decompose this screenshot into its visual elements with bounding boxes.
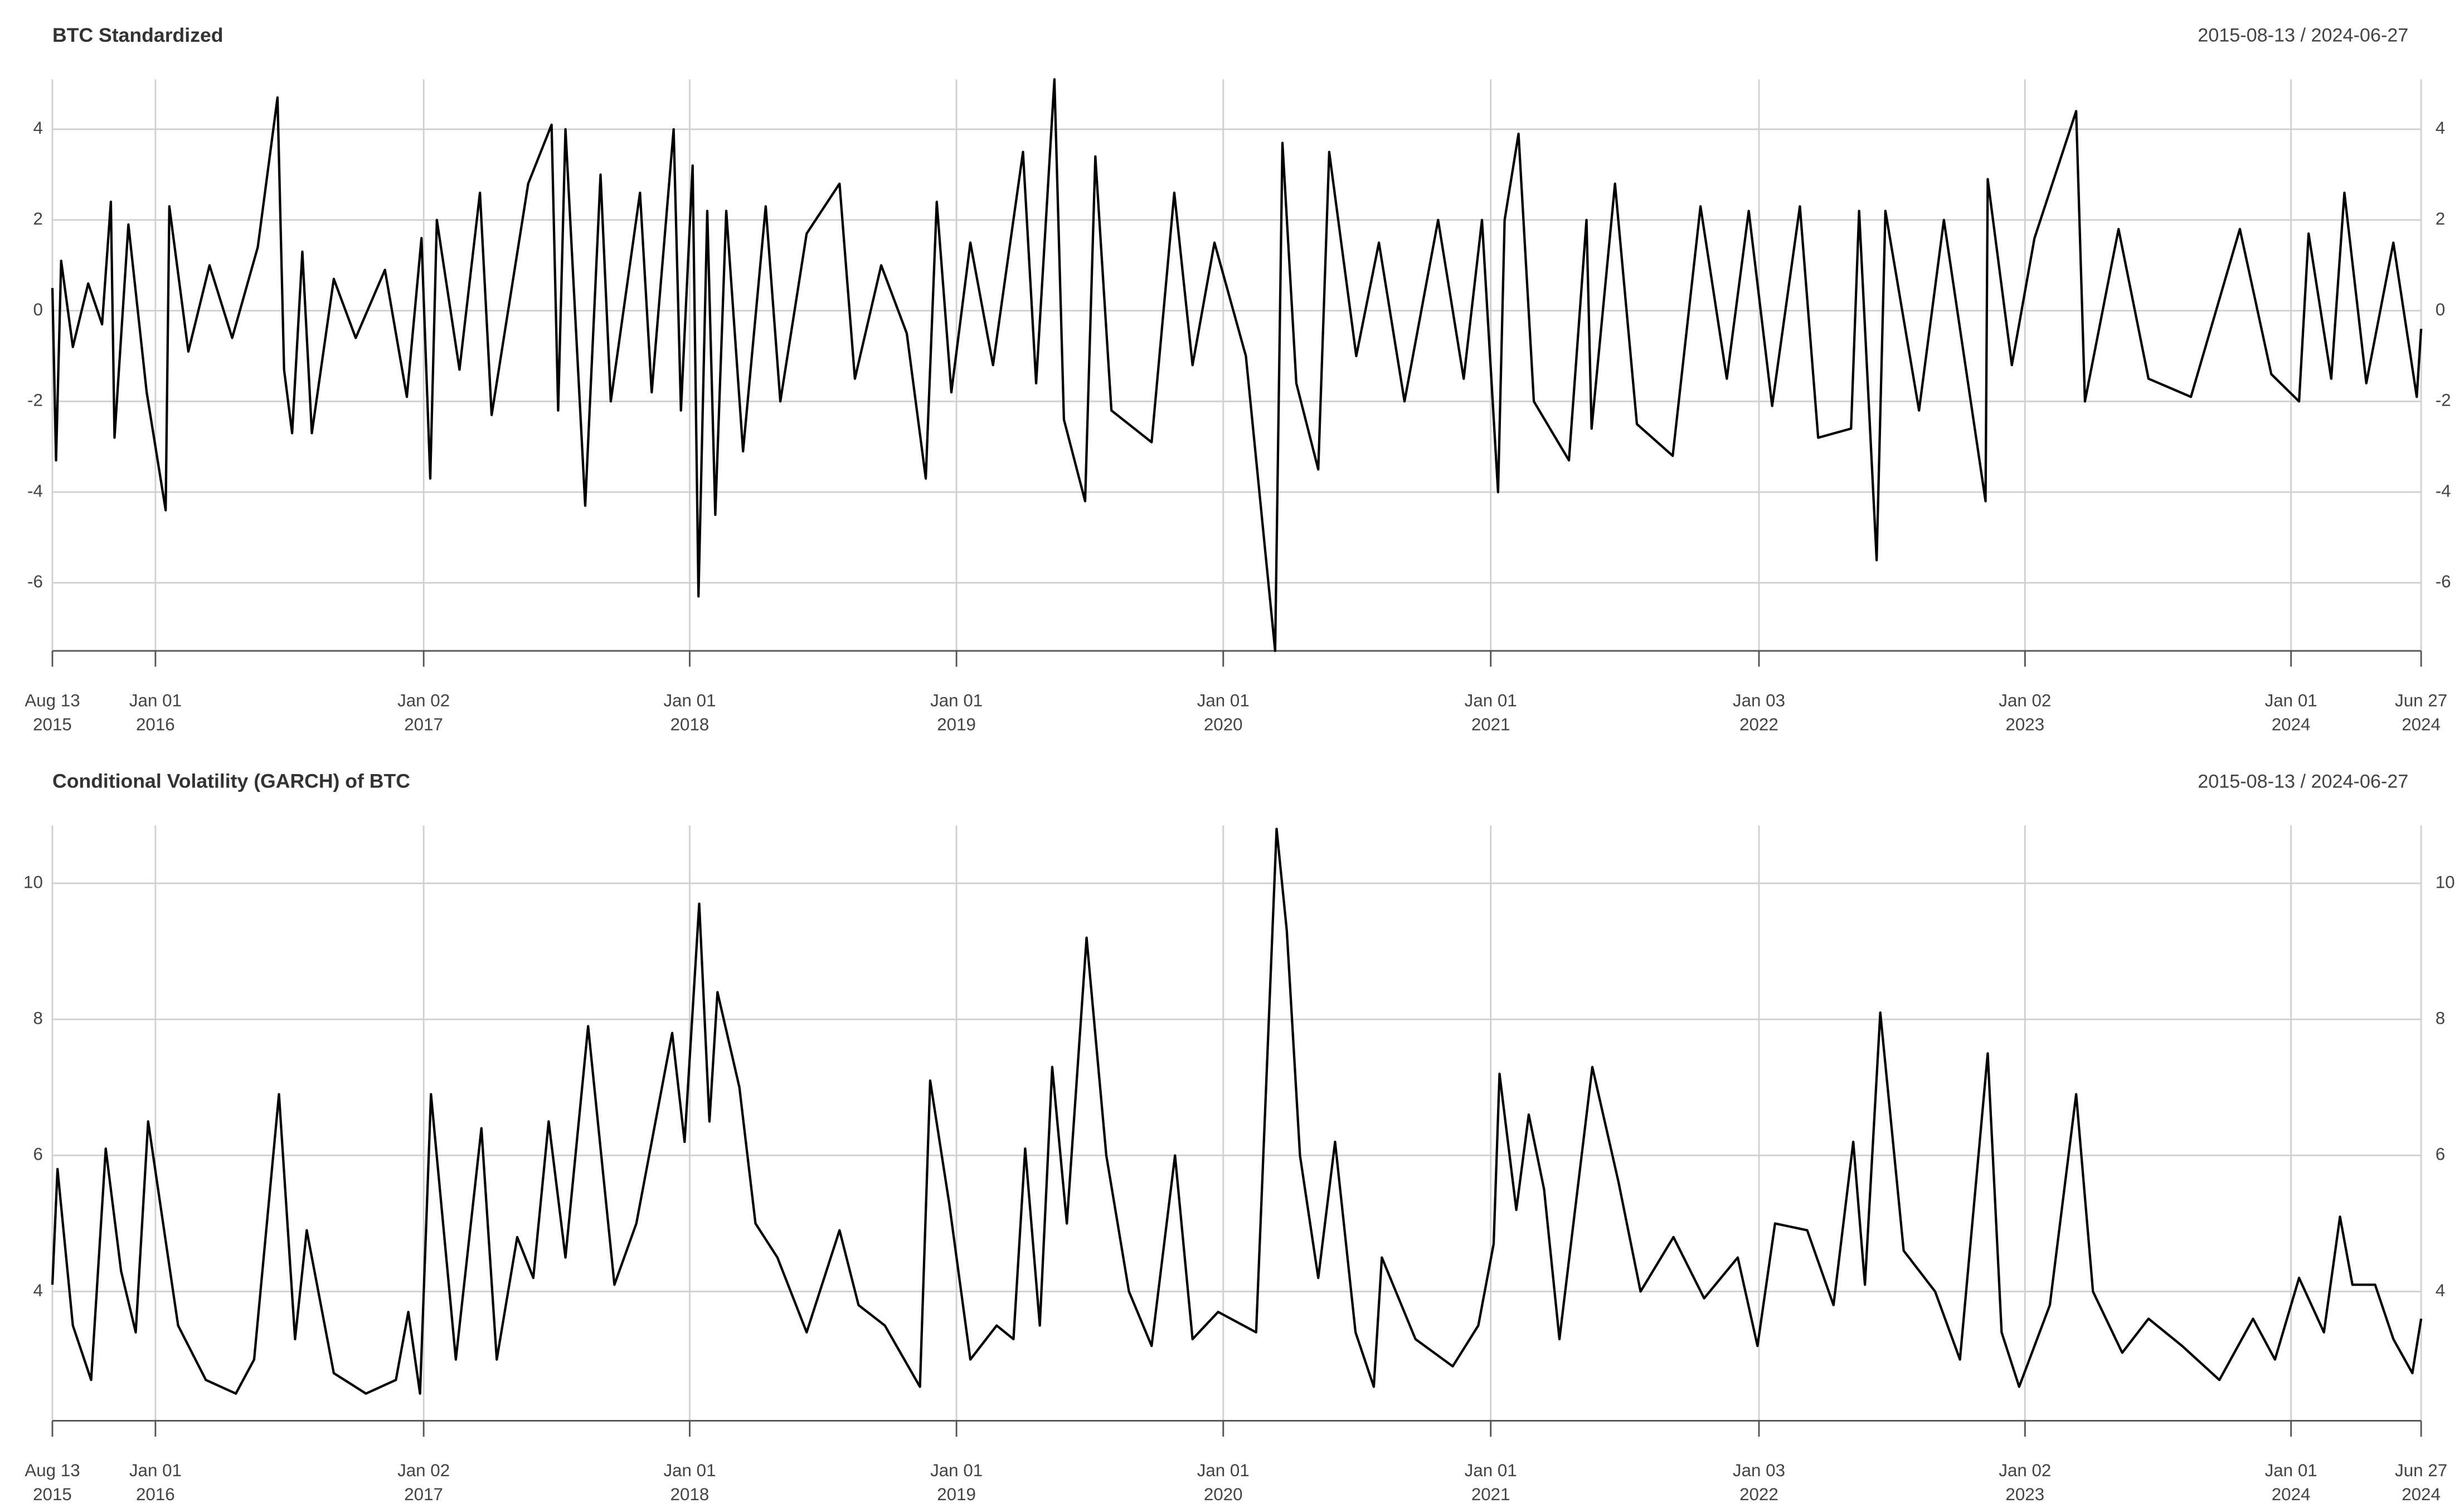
x-tick-label: Jan 01 2020 bbox=[1197, 1462, 1250, 1505]
y-tick-label: 8 bbox=[33, 1008, 42, 1028]
x-tick-label: Jan 01 2020 bbox=[1197, 692, 1250, 735]
x-tick-label: Jan 02 2017 bbox=[397, 692, 450, 735]
x-tick-label: Jan 02 2023 bbox=[1999, 692, 2052, 735]
y-tick-label: 6 bbox=[33, 1145, 42, 1164]
x-tick-label: Jan 01 2024 bbox=[2264, 1462, 2317, 1505]
y-tick-label-right: -4 bbox=[2436, 481, 2451, 500]
x-tick-label: Aug 13 2015 bbox=[25, 1462, 80, 1505]
x-tick-label: Jun 27 2024 bbox=[2395, 1462, 2448, 1505]
chart-title: BTC Standardized bbox=[52, 24, 223, 46]
x-tick-label: Jan 02 2017 bbox=[397, 1462, 450, 1505]
y-tick-label: 10 bbox=[23, 872, 43, 892]
date-range: 2015-08-13 / 2024-06-27 bbox=[2198, 771, 2408, 792]
x-tick-label: Jun 27 2024 bbox=[2395, 692, 2448, 735]
y-tick-label-right: 0 bbox=[2436, 300, 2445, 319]
x-tick-label: Aug 13 2015 bbox=[25, 692, 80, 735]
x-tick-label: Jan 01 2018 bbox=[663, 692, 716, 735]
x-tick-label: Jan 01 2018 bbox=[663, 1462, 716, 1505]
x-tick-label: Jan 01 2019 bbox=[930, 692, 983, 735]
y-tick-label-right: 10 bbox=[2436, 872, 2455, 892]
x-tick-label: Jan 03 2022 bbox=[1732, 1462, 1786, 1505]
y-tick-label: 4 bbox=[33, 1281, 42, 1300]
series-line bbox=[51, 78, 2423, 653]
x-tick-label: Jan 03 2022 bbox=[1732, 692, 1786, 735]
x-tick-label: Jan 02 2023 bbox=[1999, 1462, 2052, 1505]
y-tick-label: -2 bbox=[27, 391, 43, 410]
y-tick-label: 4 bbox=[33, 118, 42, 138]
x-tick-label: Jan 01 2024 bbox=[2264, 692, 2317, 735]
y-tick-label-right: 4 bbox=[2436, 118, 2445, 138]
y-tick-label-right: 6 bbox=[2436, 1145, 2445, 1164]
y-tick-label-right: -2 bbox=[2436, 391, 2451, 410]
x-tick-label: Jan 01 2016 bbox=[129, 692, 182, 735]
y-tick-label: -6 bbox=[27, 572, 43, 591]
y-tick-label: -4 bbox=[27, 481, 43, 500]
x-tick-label: Jan 01 2019 bbox=[930, 1462, 983, 1505]
series-line bbox=[51, 828, 2423, 1395]
y-tick-label-right: 4 bbox=[2436, 1281, 2445, 1300]
date-range: 2015-08-13 / 2024-06-27 bbox=[2198, 25, 2408, 46]
x-tick-label: Jan 01 2021 bbox=[1464, 692, 1517, 735]
chart-title: Conditional Volatility (GARCH) of BTC bbox=[52, 770, 410, 792]
x-tick-label: Jan 01 2021 bbox=[1464, 1462, 1517, 1505]
y-tick-label-right: -6 bbox=[2436, 572, 2451, 591]
y-tick-label: 0 bbox=[33, 300, 42, 319]
y-tick-label-right: 8 bbox=[2436, 1008, 2445, 1028]
y-tick-label-right: 2 bbox=[2436, 209, 2445, 228]
y-tick-label: 2 bbox=[33, 209, 42, 228]
x-tick-label: Jan 01 2016 bbox=[129, 1462, 182, 1505]
